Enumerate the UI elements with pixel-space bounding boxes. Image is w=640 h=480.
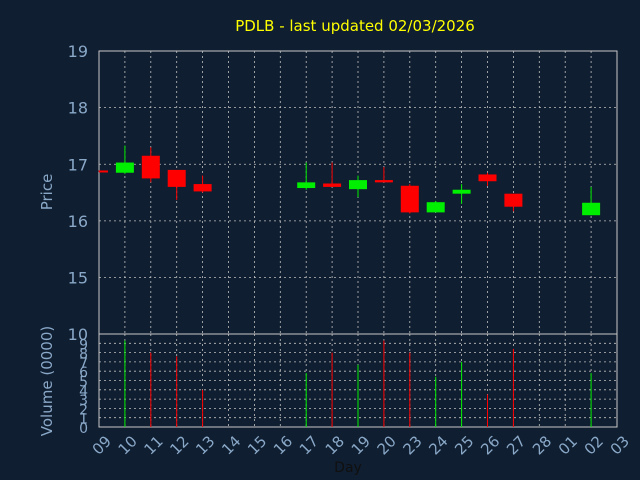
- x-tick-label: 03: [607, 432, 633, 458]
- price-tick-label: 16: [68, 212, 88, 231]
- x-tick-label: 13: [192, 432, 218, 458]
- price-tick-label: 19: [68, 42, 88, 61]
- candle-body: [349, 180, 367, 190]
- x-tick-label: 01: [555, 432, 581, 458]
- price-tick-label: 18: [68, 99, 88, 118]
- x-tick-label: 24: [425, 432, 451, 458]
- candle-body: [478, 174, 497, 182]
- x-tick-label: 18: [322, 432, 348, 458]
- x-tick-label: 17: [296, 432, 322, 458]
- candle-body: [115, 162, 134, 173]
- x-tick-label: 12: [166, 432, 192, 458]
- x-tick-label: 15: [244, 432, 270, 458]
- x-tick-label: 27: [503, 432, 529, 458]
- candle-body: [426, 202, 445, 213]
- volume-tick-label: 7: [79, 356, 88, 372]
- volume-tick-label: 10: [68, 325, 88, 344]
- candle-body: [167, 169, 186, 187]
- x-tick-label: 09: [89, 432, 115, 458]
- price-tick-label: 17: [68, 155, 88, 174]
- candle-body: [193, 184, 212, 192]
- chart-title: PDLB - last updated 02/03/2026: [235, 17, 475, 35]
- candle-body: [99, 170, 108, 173]
- price-axis-label: Price: [38, 174, 56, 211]
- x-tick-label: 20: [374, 432, 400, 458]
- x-tick-label: 23: [399, 432, 425, 458]
- x-tick-label: 19: [348, 432, 374, 458]
- x-tick-label: 25: [451, 432, 477, 458]
- candle-body: [452, 189, 471, 194]
- candle-body: [374, 180, 393, 183]
- price-panel: 15 16 17 18 19: [68, 42, 618, 335]
- x-tick-label: 26: [477, 432, 503, 458]
- volume-tick-label: 2: [79, 402, 88, 418]
- volume-tick-label: 9: [79, 337, 88, 353]
- candle-body: [582, 202, 601, 216]
- x-tick-label: 10: [115, 432, 141, 458]
- x-tick-label: 02: [581, 432, 607, 458]
- candle-body: [323, 183, 342, 187]
- x-tick-label: 16: [270, 432, 296, 458]
- x-tick-label: 11: [140, 432, 166, 458]
- volume-axis-label: Volume (0000): [38, 326, 56, 436]
- x-tick-label: 28: [529, 432, 555, 458]
- volume-tick-label: 4: [79, 384, 88, 400]
- x-tick-label: 14: [218, 432, 244, 458]
- candle-body: [400, 185, 419, 213]
- volume-tick-label: 8: [79, 347, 88, 363]
- x-axis: 09 10 11 12 13 14 15 16 17 18 19 20 23 24 25 26 27 28 01 02…: [89, 432, 633, 458]
- volume-tick-label: 3: [79, 393, 88, 409]
- volume-tick-label: 0: [79, 421, 88, 437]
- volume-tick-label: 6: [79, 365, 88, 381]
- price-tick-label: 15: [68, 269, 88, 288]
- volume-tick-label: 5: [79, 375, 88, 391]
- candle-body: [504, 193, 523, 207]
- volume-tick-label: 1: [79, 412, 88, 428]
- candle-body: [141, 155, 160, 179]
- candle-body: [297, 182, 316, 189]
- x-axis-label: Day: [334, 460, 362, 476]
